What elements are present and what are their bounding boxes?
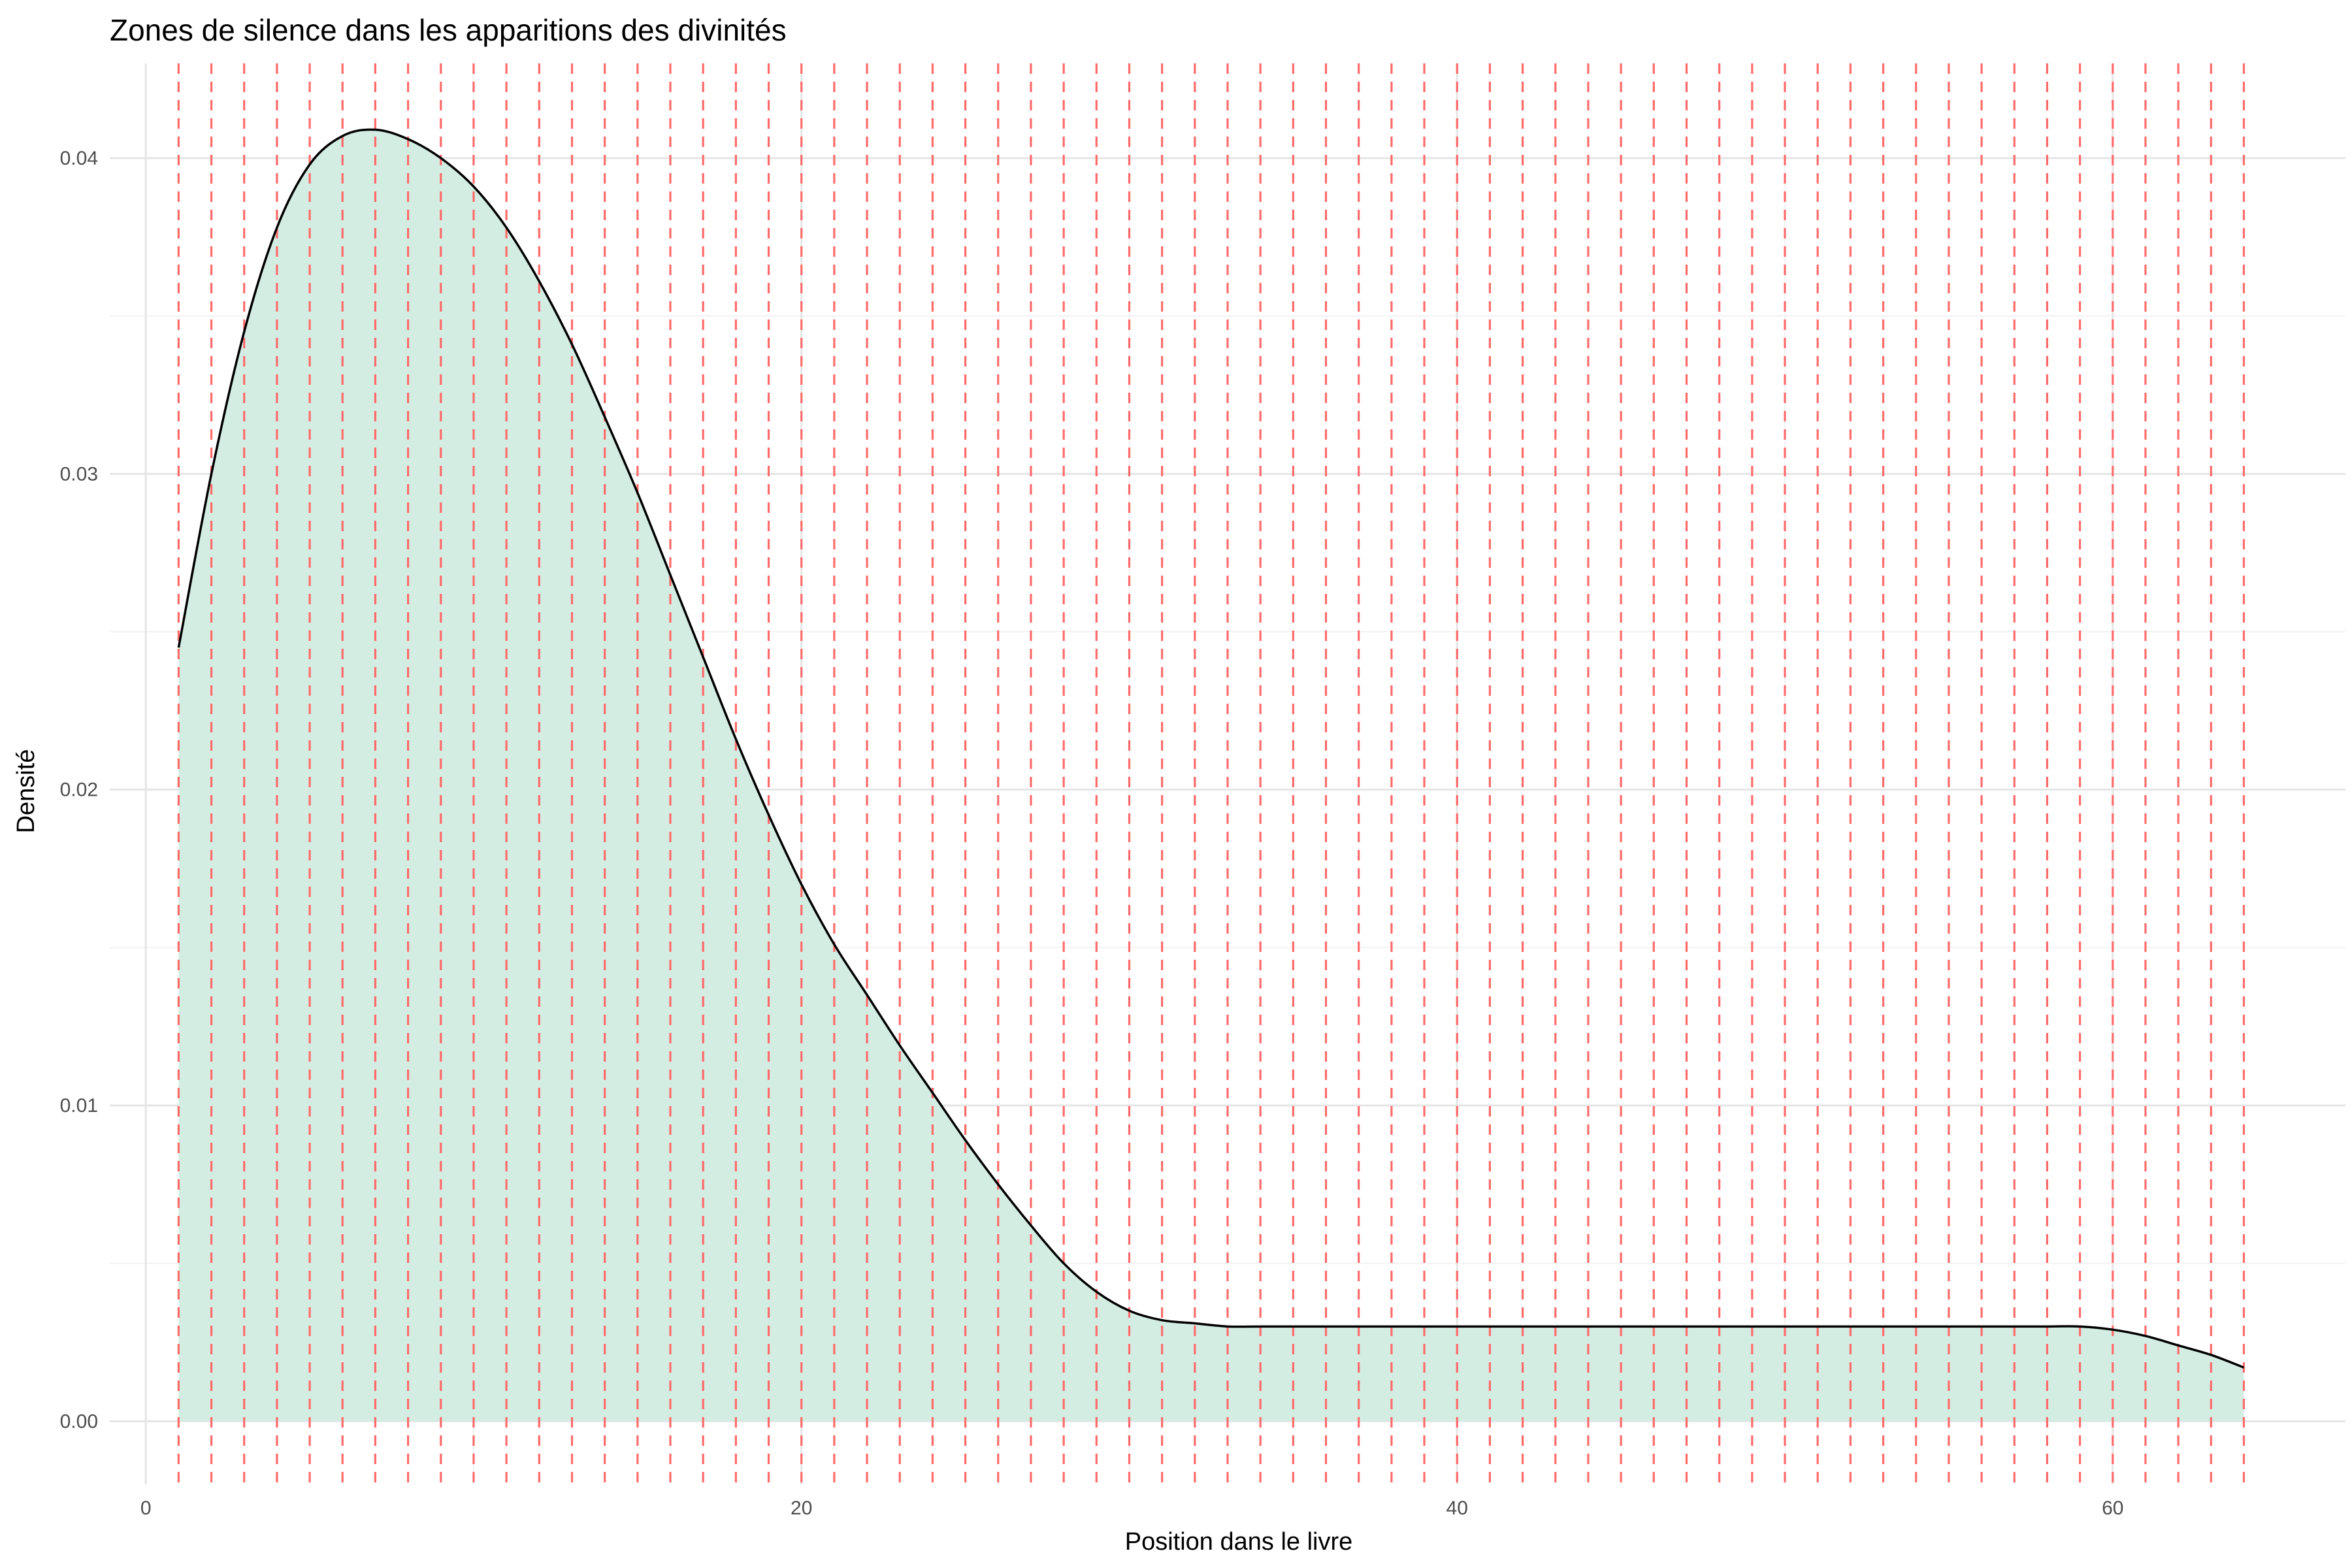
y-tick-label: 0.01 bbox=[60, 1095, 98, 1117]
x-tick-label: 20 bbox=[791, 1497, 812, 1519]
y-axis-title: Densité bbox=[12, 749, 40, 834]
y-tick-label: 0.04 bbox=[60, 148, 98, 169]
density-area bbox=[178, 129, 2244, 1422]
y-tick-label: 0.03 bbox=[60, 463, 98, 485]
x-tick-label: 0 bbox=[140, 1497, 152, 1519]
x-tick-label: 40 bbox=[1446, 1497, 1468, 1519]
x-tick-label: 60 bbox=[2102, 1497, 2123, 1519]
x-axis-title: Position dans le livre bbox=[1125, 1528, 1353, 1556]
line-layer bbox=[177, 128, 2245, 1369]
area-layer bbox=[178, 129, 2244, 1422]
chart-title: Zones de silence dans les apparitions de… bbox=[110, 13, 787, 47]
y-tick-label: 0.00 bbox=[60, 1411, 98, 1432]
tick-layer: 0 20 40 60 0.00 0.01 0.02 0.03 0.04 bbox=[60, 148, 2124, 1519]
y-tick-label: 0.02 bbox=[60, 779, 98, 801]
density-line bbox=[177, 128, 2245, 1369]
